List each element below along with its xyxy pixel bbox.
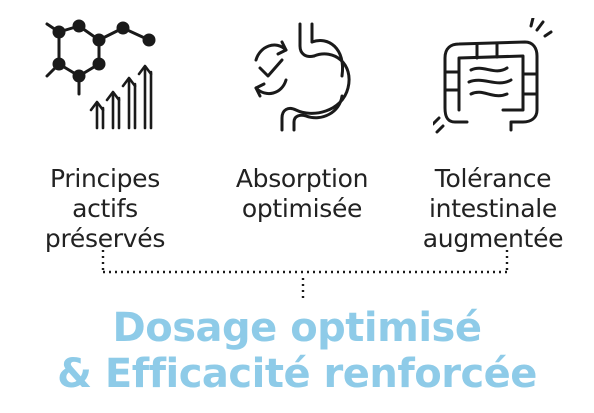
benefit-label-1: Principes actifs préservés [45,164,165,254]
label-line: Tolérance [434,164,552,193]
benefit-column-2: Absorption optimisée [207,18,397,224]
benefit-label-3: Tolérance intestinale augmentée [422,164,564,254]
molecule-arrows-icon [45,19,156,130]
benefit-column-1: Principes actifs préservés [10,18,200,254]
benefit-column-3: Tolérance intestinale augmentée [398,18,588,254]
headline-line-2: & Efficacité renforcée [57,351,537,397]
label-line: Principes [50,164,160,193]
stomach-absorption-icon [254,22,351,132]
label-line: augmentée [422,224,564,253]
label-line: intestinale [429,194,557,223]
benefit-label-2: Absorption optimisée [235,164,369,224]
headline: Dosage optimisé & Efficacité renforcée [0,305,594,397]
label-line: optimisée [241,194,363,223]
label-line: préservés [44,224,166,253]
label-line: actifs [72,194,138,223]
intestine-icon [433,18,553,134]
headline-line-1: Dosage optimisé [112,305,482,351]
label-line: Absorption [235,164,369,193]
